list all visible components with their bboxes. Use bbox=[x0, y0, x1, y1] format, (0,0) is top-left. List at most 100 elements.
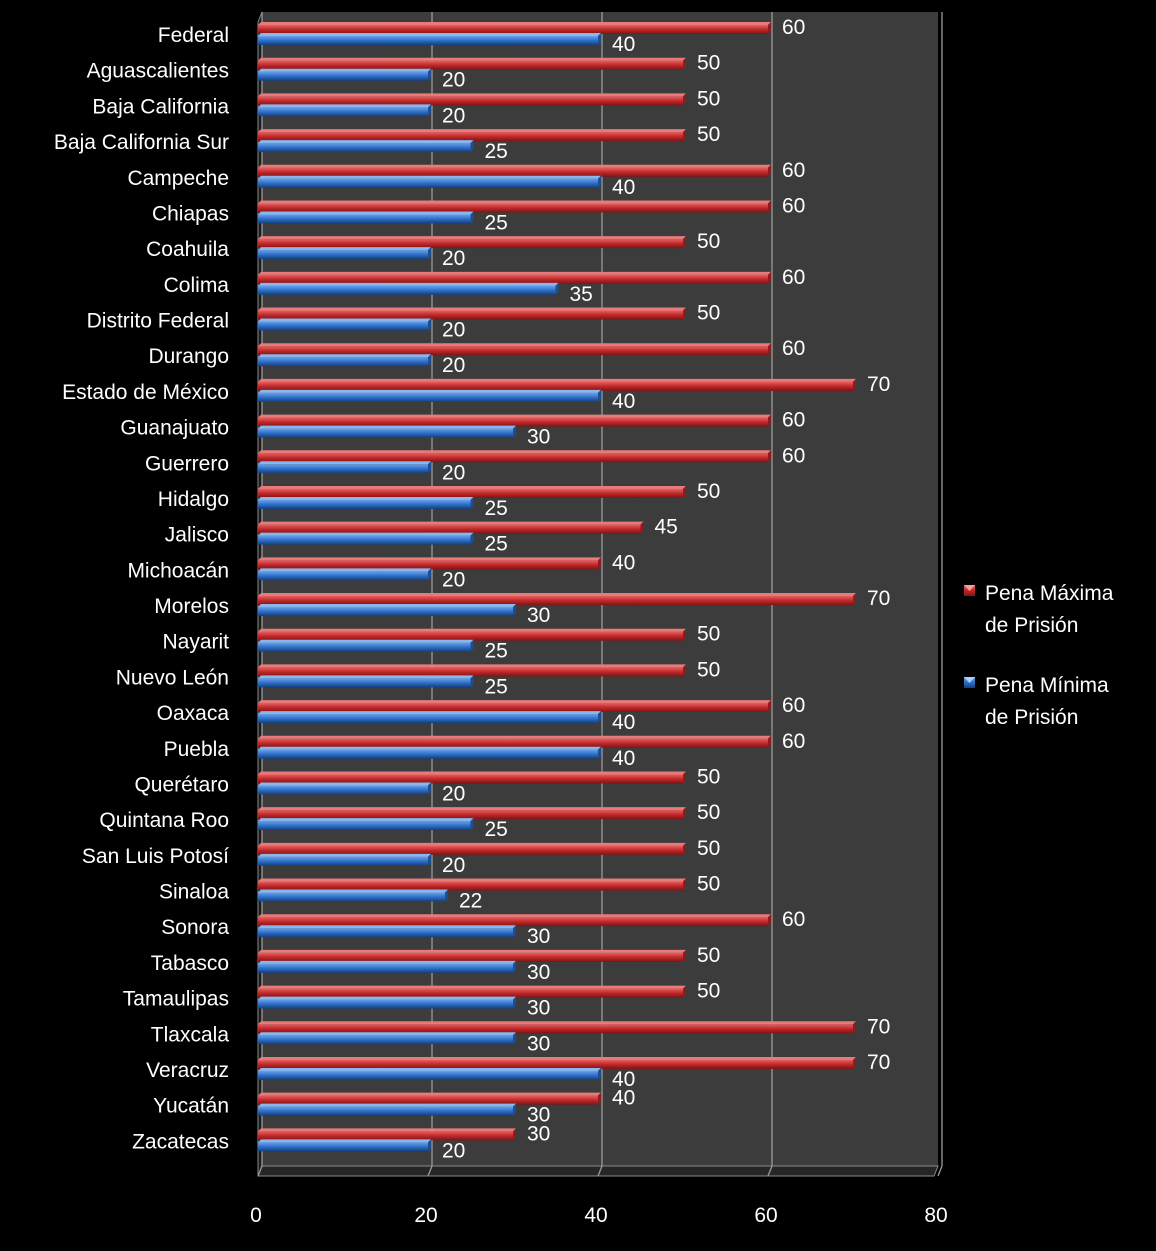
data-label: 50 bbox=[697, 801, 720, 824]
min-bar bbox=[258, 678, 471, 688]
data-label: 20 bbox=[442, 782, 465, 805]
category-label: Sinaloa bbox=[159, 881, 229, 904]
data-label: 50 bbox=[697, 980, 720, 1003]
gridline-floor bbox=[257, 1165, 263, 1177]
bar-end-face bbox=[683, 878, 686, 891]
data-label: 45 bbox=[655, 516, 678, 539]
bar-top-face bbox=[258, 93, 686, 97]
data-label: 60 bbox=[782, 16, 805, 39]
bar-end-face bbox=[853, 593, 856, 605]
bar-top-face bbox=[258, 593, 856, 596]
category-label: Chiapas bbox=[152, 202, 229, 225]
bar-end-face bbox=[768, 414, 771, 427]
category-label: Querétaro bbox=[134, 773, 229, 796]
data-label: 30 bbox=[527, 426, 550, 449]
max-bar bbox=[258, 96, 683, 106]
category-label: Morelos bbox=[154, 595, 229, 618]
max-bar bbox=[258, 881, 683, 891]
data-label: 20 bbox=[442, 354, 465, 377]
bar-end-face bbox=[513, 996, 516, 1009]
bar-end-face bbox=[683, 842, 686, 855]
data-label: 25 bbox=[485, 533, 508, 556]
category-label: Sonora bbox=[161, 916, 229, 939]
bar-end-face bbox=[513, 925, 516, 938]
max-bar bbox=[258, 167, 768, 177]
data-label: 60 bbox=[782, 337, 805, 360]
data-label: 70 bbox=[867, 373, 890, 396]
bar-top-face bbox=[258, 200, 771, 204]
bar-top-face bbox=[258, 1056, 856, 1060]
bar-end-face bbox=[683, 664, 686, 677]
bar-top-face bbox=[258, 354, 431, 358]
bar-top-face bbox=[258, 996, 516, 1000]
category-label: Federal bbox=[158, 24, 229, 47]
bar-end-face bbox=[428, 104, 431, 117]
bar-end-face bbox=[683, 57, 686, 70]
max-bar bbox=[258, 703, 768, 713]
x-tick-label: 80 bbox=[924, 1204, 947, 1227]
category-label: Baja California bbox=[92, 95, 229, 118]
max-bar bbox=[258, 988, 683, 998]
data-label: 60 bbox=[782, 730, 805, 753]
min-bar bbox=[258, 71, 428, 81]
max-bar bbox=[258, 631, 683, 641]
data-label: 35 bbox=[570, 283, 593, 306]
data-label: 40 bbox=[612, 1087, 635, 1110]
data-label: 60 bbox=[782, 694, 805, 717]
bar-end-face bbox=[853, 1056, 856, 1069]
data-label: 60 bbox=[782, 908, 805, 931]
category-label: Nayarit bbox=[162, 631, 229, 654]
category-label: Michoacán bbox=[127, 559, 229, 582]
bar-end-face bbox=[470, 496, 474, 509]
data-label: 22 bbox=[459, 890, 482, 913]
data-label: 30 bbox=[527, 1104, 550, 1127]
max-bar bbox=[258, 738, 768, 748]
data-label: 20 bbox=[442, 69, 465, 92]
data-label: 50 bbox=[697, 230, 720, 253]
bar-end-face bbox=[598, 389, 601, 402]
bar-top-face bbox=[258, 557, 601, 561]
data-label: 50 bbox=[697, 123, 720, 146]
category-label: Aguascalientes bbox=[87, 60, 229, 83]
bar-end-face bbox=[428, 1139, 431, 1152]
category-label: Estado de México bbox=[62, 381, 229, 404]
bar-end-face bbox=[598, 1067, 601, 1080]
bar-end-face bbox=[513, 1103, 516, 1116]
min-bar bbox=[258, 571, 428, 581]
bar-end-face bbox=[853, 378, 856, 391]
min-bar bbox=[258, 285, 556, 295]
bar-end-face bbox=[768, 164, 771, 177]
bar-end-face bbox=[598, 746, 601, 759]
bar-end-face bbox=[683, 771, 686, 784]
data-label: 20 bbox=[442, 104, 465, 127]
category-label: Guanajuato bbox=[120, 417, 229, 440]
min-bar bbox=[258, 143, 471, 153]
bar-end-face bbox=[598, 33, 601, 45]
min-bar bbox=[258, 714, 598, 724]
bar-top-face bbox=[258, 711, 601, 715]
max-bar bbox=[258, 667, 683, 677]
min-bar bbox=[258, 892, 445, 902]
category-label: Baja California Sur bbox=[54, 131, 229, 154]
bar-top-face bbox=[258, 521, 644, 525]
bar-end-face bbox=[683, 93, 686, 106]
gridline-floor bbox=[427, 1165, 433, 1177]
data-label: 50 bbox=[697, 765, 720, 788]
bar-top-face bbox=[258, 853, 431, 857]
max-bar bbox=[258, 596, 853, 605]
bar-top-face bbox=[258, 914, 771, 918]
category-label: Hidalgo bbox=[158, 488, 229, 511]
bar-end-face bbox=[598, 175, 601, 188]
data-label: 25 bbox=[485, 211, 508, 234]
category-label: Zacatecas bbox=[132, 1130, 229, 1153]
bar-top-face bbox=[258, 532, 474, 536]
bar-end-face bbox=[428, 853, 431, 866]
category-label: Veracruz bbox=[146, 1059, 229, 1082]
min-bar bbox=[258, 642, 471, 652]
max-bar bbox=[258, 1024, 853, 1034]
bar-end-face bbox=[683, 985, 686, 998]
bar-end-face bbox=[428, 318, 431, 331]
min-bar bbox=[258, 535, 471, 545]
min-bar bbox=[258, 464, 428, 474]
bar-end-face bbox=[683, 129, 686, 142]
